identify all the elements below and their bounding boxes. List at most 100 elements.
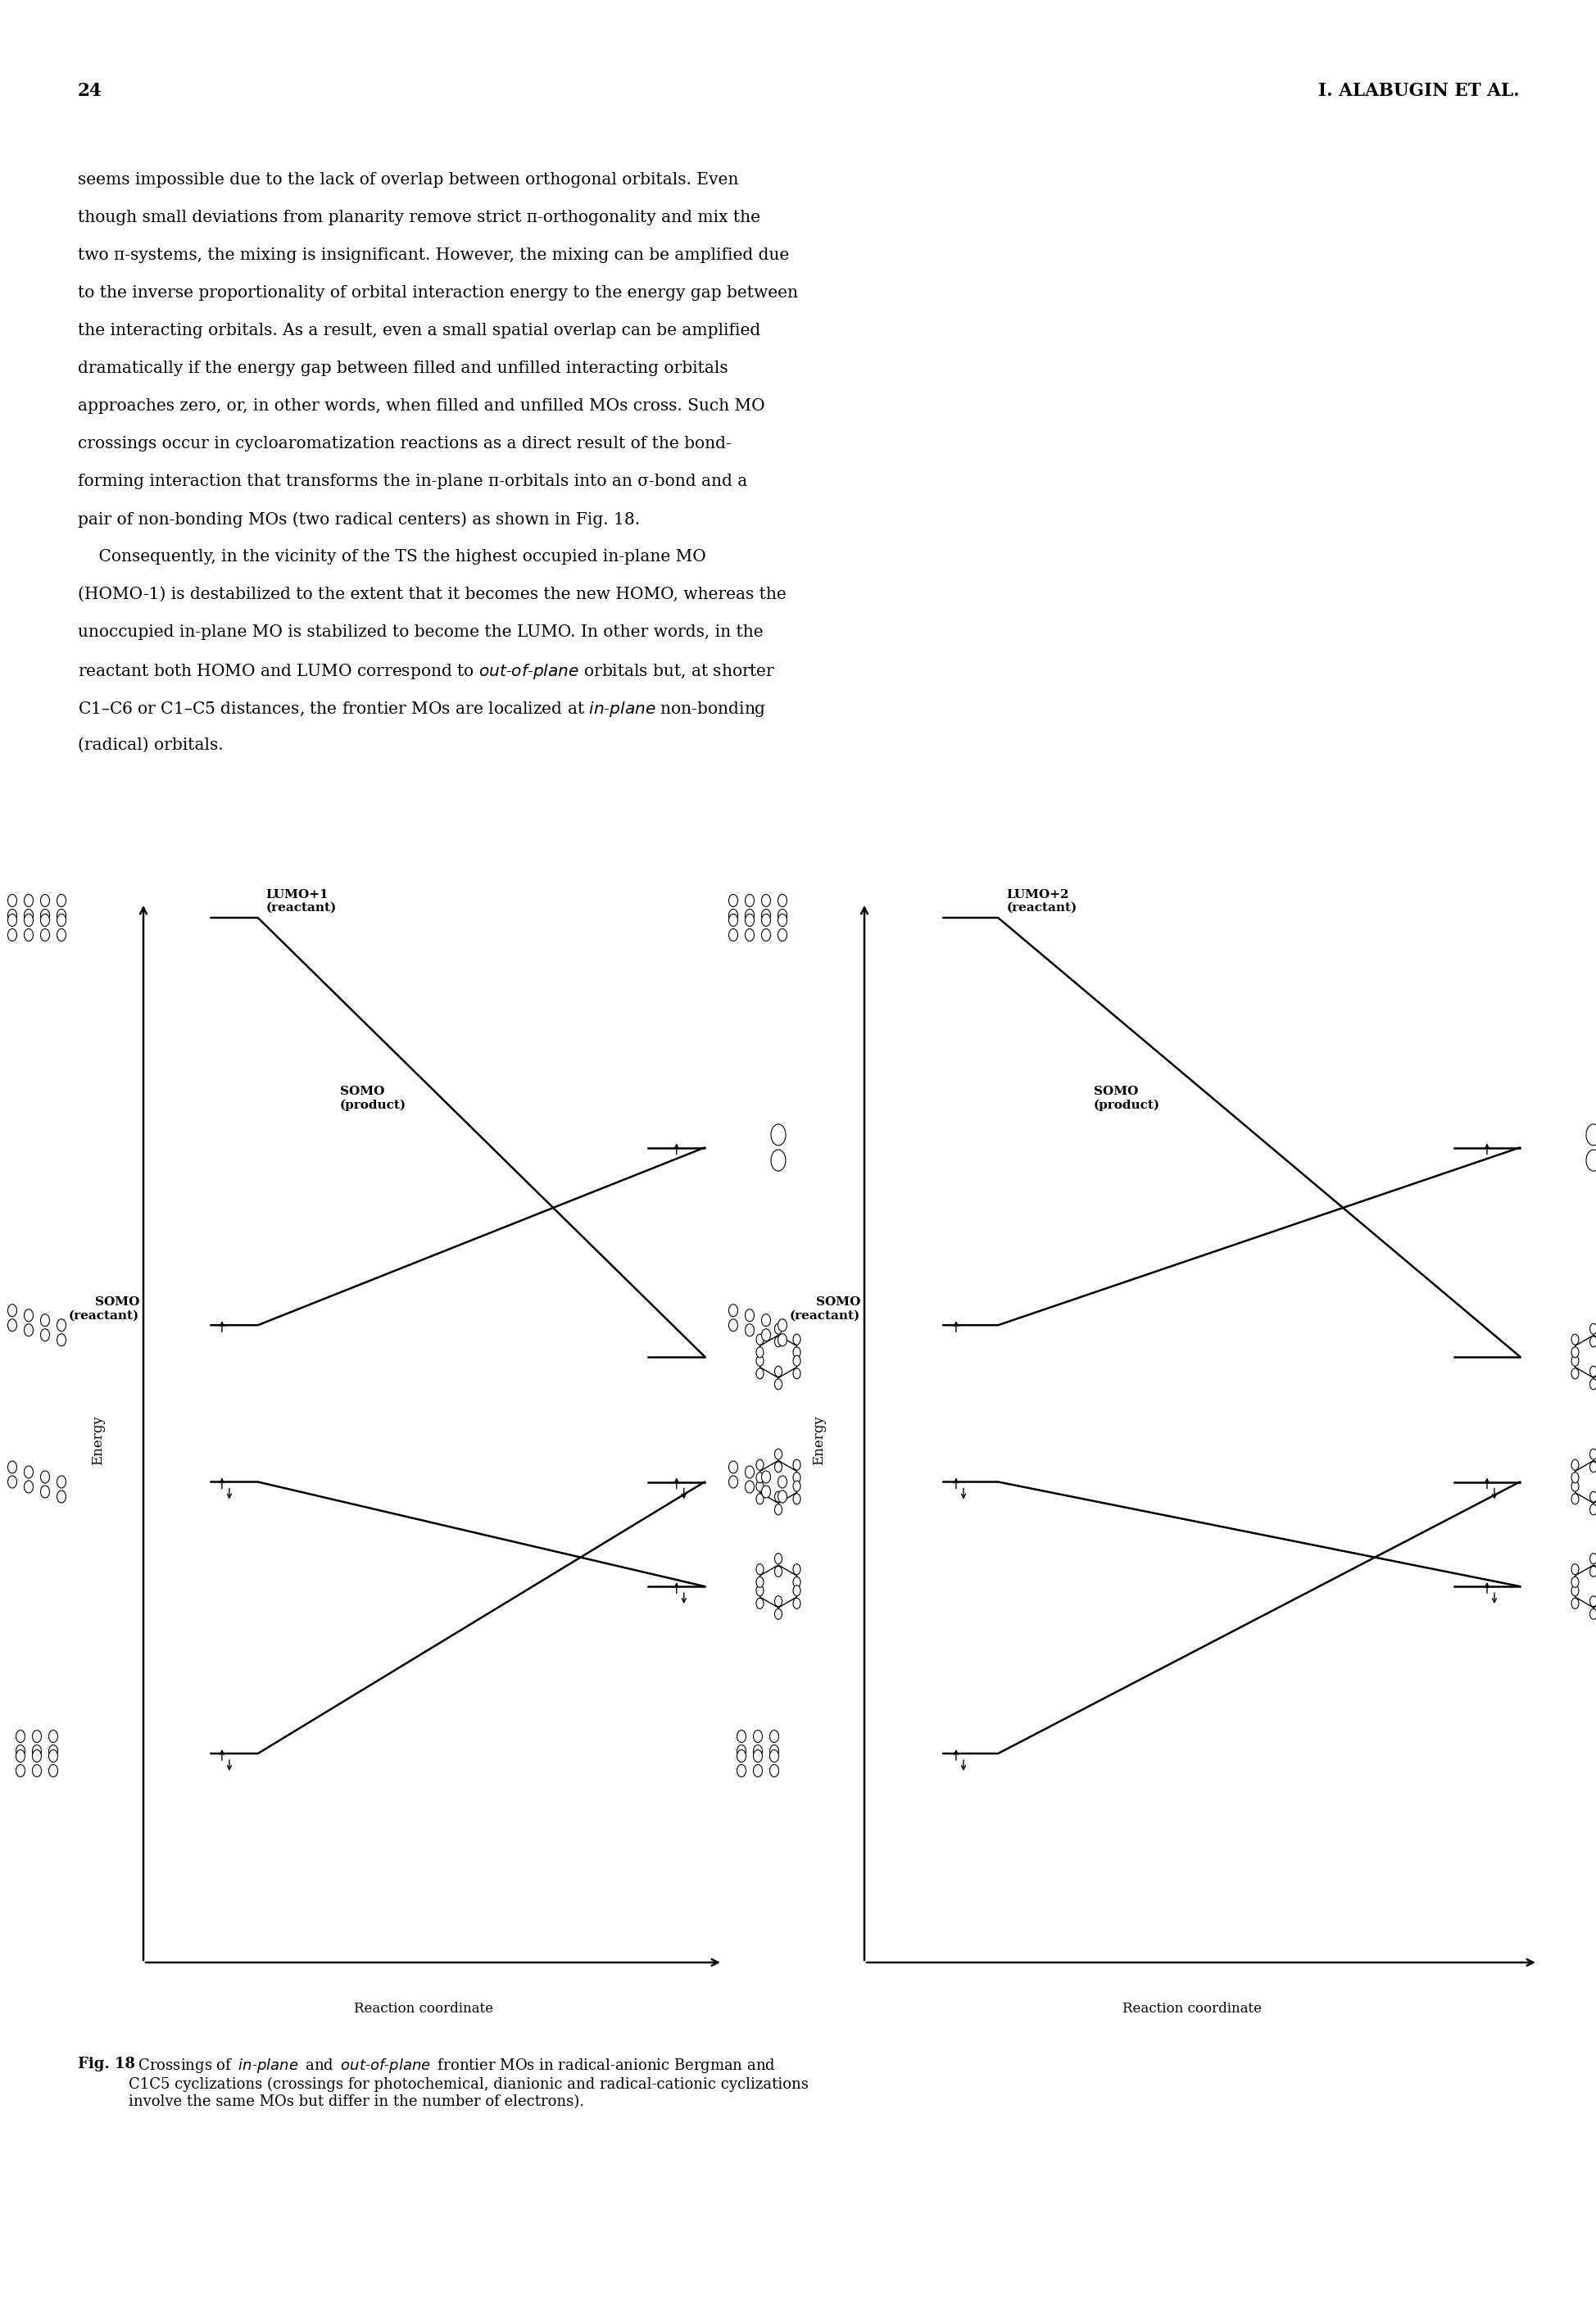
Text: SOMO
(reactant): SOMO (reactant) (69, 1296, 139, 1322)
Ellipse shape (761, 1329, 771, 1340)
Ellipse shape (49, 1745, 57, 1756)
Ellipse shape (1570, 1563, 1578, 1575)
Ellipse shape (728, 913, 737, 927)
Ellipse shape (40, 1470, 49, 1482)
Text: Energy: Energy (91, 1415, 105, 1466)
Ellipse shape (769, 1745, 779, 1756)
Ellipse shape (774, 1566, 782, 1577)
Ellipse shape (745, 929, 753, 941)
Ellipse shape (24, 1324, 34, 1336)
Ellipse shape (757, 1577, 763, 1587)
Text: Energy: Energy (812, 1415, 825, 1466)
Ellipse shape (1570, 1598, 1578, 1610)
Ellipse shape (737, 1749, 745, 1763)
Ellipse shape (769, 1731, 779, 1742)
Ellipse shape (8, 1303, 18, 1317)
Ellipse shape (774, 1450, 782, 1459)
Ellipse shape (777, 1333, 787, 1345)
Ellipse shape (8, 913, 18, 927)
Ellipse shape (774, 1366, 782, 1378)
Ellipse shape (757, 1354, 763, 1366)
Ellipse shape (8, 1319, 18, 1331)
Ellipse shape (728, 929, 737, 941)
Ellipse shape (1590, 1461, 1596, 1473)
Text: Reaction coordinate: Reaction coordinate (1122, 2002, 1261, 2016)
Ellipse shape (40, 1315, 49, 1326)
Text: C1–C6 or C1–C5 distances, the frontier MOs are localized at $\mathit{in}$-$\math: C1–C6 or C1–C5 distances, the frontier M… (78, 699, 766, 718)
Ellipse shape (761, 913, 771, 927)
Ellipse shape (1570, 1368, 1578, 1380)
Ellipse shape (761, 908, 771, 922)
Ellipse shape (8, 1461, 18, 1473)
Ellipse shape (57, 908, 65, 922)
Ellipse shape (793, 1563, 800, 1575)
Ellipse shape (57, 894, 65, 906)
Ellipse shape (1570, 1347, 1578, 1357)
Ellipse shape (777, 894, 787, 906)
Ellipse shape (57, 1333, 65, 1345)
Text: Reaction coordinate: Reaction coordinate (354, 2002, 493, 2016)
Ellipse shape (57, 1319, 65, 1331)
Ellipse shape (32, 1765, 41, 1777)
Ellipse shape (769, 1749, 779, 1763)
Text: LUMO+2
(reactant): LUMO+2 (reactant) (1005, 890, 1076, 913)
Ellipse shape (728, 1303, 737, 1317)
Text: crossings occur in cycloaromatization reactions as a direct result of the bond-: crossings occur in cycloaromatization re… (78, 437, 731, 451)
Ellipse shape (777, 908, 787, 922)
Ellipse shape (1590, 1596, 1596, 1608)
Ellipse shape (757, 1584, 763, 1596)
Ellipse shape (761, 1487, 771, 1498)
Ellipse shape (24, 1480, 34, 1494)
Ellipse shape (793, 1347, 800, 1357)
Ellipse shape (49, 1749, 57, 1763)
Ellipse shape (761, 894, 771, 906)
Text: dramatically if the energy gap between filled and unfilled interacting orbitals: dramatically if the energy gap between f… (78, 360, 728, 376)
Ellipse shape (1570, 1480, 1578, 1491)
Ellipse shape (1590, 1491, 1596, 1503)
Ellipse shape (728, 1319, 737, 1331)
Text: forming interaction that transforms the in-plane π-orbitals into an σ-bond and a: forming interaction that transforms the … (78, 474, 747, 490)
Ellipse shape (40, 908, 49, 922)
Ellipse shape (761, 1470, 771, 1482)
Ellipse shape (1590, 1566, 1596, 1577)
Ellipse shape (745, 1310, 753, 1322)
Ellipse shape (1585, 1150, 1596, 1171)
Text: approaches zero, or, in other words, when filled and unfilled MOs cross. Such MO: approaches zero, or, in other words, whe… (78, 397, 764, 413)
Text: I. ALABUGIN ET AL.: I. ALABUGIN ET AL. (1318, 81, 1519, 100)
Ellipse shape (745, 913, 753, 927)
Ellipse shape (793, 1584, 800, 1596)
Ellipse shape (753, 1731, 761, 1742)
Ellipse shape (57, 929, 65, 941)
Ellipse shape (1570, 1473, 1578, 1482)
Ellipse shape (769, 1765, 779, 1777)
Ellipse shape (757, 1480, 763, 1491)
Ellipse shape (793, 1494, 800, 1505)
Ellipse shape (1590, 1336, 1596, 1347)
Ellipse shape (49, 1731, 57, 1742)
Ellipse shape (40, 913, 49, 927)
Ellipse shape (32, 1749, 41, 1763)
Ellipse shape (757, 1368, 763, 1380)
Ellipse shape (793, 1480, 800, 1491)
Ellipse shape (793, 1333, 800, 1345)
Ellipse shape (737, 1731, 745, 1742)
Ellipse shape (793, 1577, 800, 1587)
Ellipse shape (793, 1598, 800, 1610)
Ellipse shape (774, 1596, 782, 1608)
Ellipse shape (1570, 1354, 1578, 1366)
Text: (HOMO-1) is destabilized to the extent that it becomes the new HOMO, whereas the: (HOMO-1) is destabilized to the extent t… (78, 588, 785, 602)
Ellipse shape (777, 913, 787, 927)
Ellipse shape (774, 1491, 782, 1503)
Text: reactant both HOMO and LUMO correspond to $\mathit{out}$-$\mathit{of}$-$\mathit{: reactant both HOMO and LUMO correspond t… (78, 662, 776, 681)
Ellipse shape (774, 1324, 782, 1333)
Ellipse shape (793, 1459, 800, 1470)
Ellipse shape (757, 1459, 763, 1470)
Ellipse shape (728, 1475, 737, 1489)
Ellipse shape (1590, 1610, 1596, 1619)
Text: pair of non-bonding MOs (two radical centers) as shown in Fig. 18.: pair of non-bonding MOs (two radical cen… (78, 511, 640, 527)
Text: two π-systems, the mixing is insignificant. However, the mixing can be amplified: two π-systems, the mixing is insignifica… (78, 249, 788, 262)
Ellipse shape (16, 1749, 26, 1763)
Ellipse shape (57, 913, 65, 927)
Ellipse shape (728, 1461, 737, 1473)
Ellipse shape (8, 929, 18, 941)
